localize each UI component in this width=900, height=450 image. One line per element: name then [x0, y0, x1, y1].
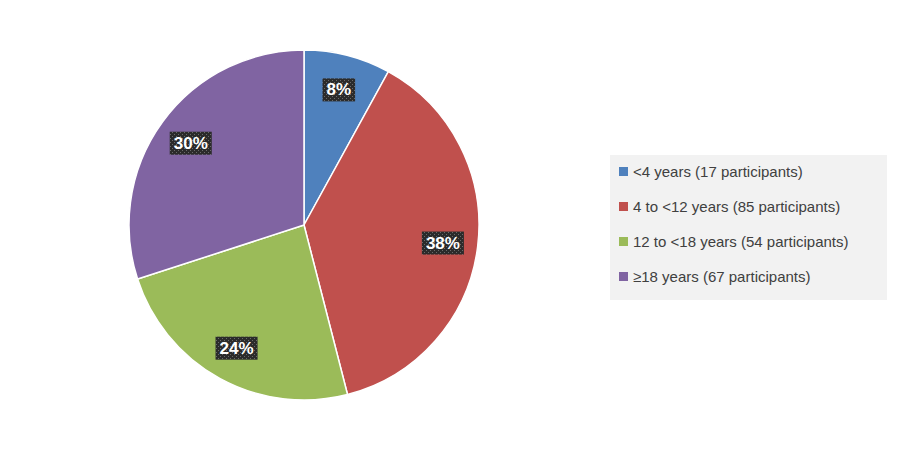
- legend-label: 12 to <18 years (54 participants): [633, 233, 849, 250]
- data-label: 24%: [220, 339, 254, 358]
- data-label: 8%: [327, 80, 352, 99]
- legend-swatch: [619, 202, 628, 211]
- data-label: 30%: [174, 134, 208, 153]
- data-label-box: [422, 232, 464, 255]
- legend-label: 4 to <12 years (85 participants): [633, 198, 840, 215]
- legend-background: [610, 155, 887, 300]
- legend: <4 years (17 participants) 4 to <12 years…: [610, 155, 887, 300]
- legend-swatch: [619, 167, 628, 176]
- pie-slice: [129, 50, 304, 279]
- legend-swatch: [619, 272, 628, 281]
- legend-label: <4 years (17 participants): [633, 163, 803, 180]
- pie: [129, 50, 479, 400]
- chart-svg: 8% 38% 24% 30% <4 years (17 participants) 4 t…: [0, 0, 900, 450]
- data-label: 38%: [426, 234, 460, 253]
- data-label-box: [170, 132, 212, 155]
- legend-label: ≥18 years (67 participants): [633, 268, 810, 285]
- chart-container: 8% 38% 24% 30% <4 years (17 participants) 4 t…: [0, 0, 900, 450]
- data-labels: 8% 38% 24% 30%: [170, 78, 464, 359]
- data-label-box: [323, 78, 356, 101]
- data-label-box: [216, 337, 258, 360]
- legend-swatch: [619, 237, 628, 246]
